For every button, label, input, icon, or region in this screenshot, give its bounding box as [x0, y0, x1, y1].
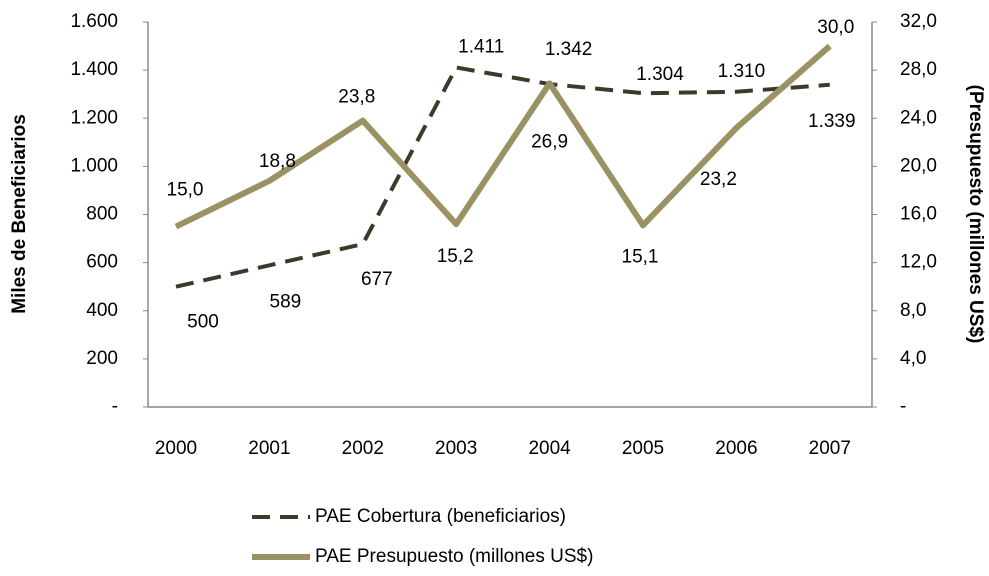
data-label: 1.310 — [718, 61, 766, 82]
y2-tick-label: 24,0 — [900, 107, 937, 128]
y2-tick-label: 4,0 — [900, 348, 926, 369]
y-tick-label: 1.000 — [70, 155, 118, 176]
legend-label: PAE Cobertura (beneficiarios) — [315, 506, 566, 527]
data-label: 15,1 — [622, 246, 659, 267]
x-tick-label: 2004 — [528, 438, 571, 459]
data-label: 15,0 — [167, 180, 204, 201]
data-label: 1.304 — [636, 64, 684, 85]
x-tick-label: 2002 — [342, 438, 384, 459]
y-tick-label: 1.200 — [70, 107, 118, 128]
y-tick-label: 600 — [86, 252, 118, 273]
x-tick-label: 2001 — [248, 438, 290, 459]
y2-tick-label: 28,0 — [900, 59, 937, 80]
data-label: 1.339 — [808, 111, 856, 132]
series-line — [174, 43, 832, 230]
data-label: 18,8 — [259, 151, 296, 172]
data-label: 1.411 — [458, 36, 504, 57]
y2-tick-label: - — [900, 396, 906, 417]
data-label: 15,2 — [437, 246, 474, 267]
series-line — [175, 65, 830, 289]
x-tick-label: 2006 — [715, 438, 757, 459]
y2-tick-label: 12,0 — [900, 252, 937, 273]
x-tick-label: 2000 — [155, 438, 197, 459]
y-tick-label: 1.600 — [70, 11, 118, 32]
data-label: 589 — [270, 291, 302, 312]
y-tick-label: 200 — [86, 348, 118, 369]
y2-tick-label: 32,0 — [900, 11, 937, 32]
data-label: 23,2 — [700, 169, 737, 190]
data-label: 677 — [361, 269, 393, 290]
y-tick-label: 800 — [86, 204, 118, 225]
data-label: 23,8 — [338, 87, 375, 108]
x-tick-label: 2003 — [435, 438, 477, 459]
data-label: 30,0 — [817, 17, 854, 38]
legend-label: PAE Presupuesto (millones US$) — [315, 546, 593, 567]
y2-axis-title: (Presupuesto (millones US$) — [965, 85, 986, 344]
data-label: 1.342 — [545, 39, 593, 60]
y2-tick-label: 8,0 — [900, 300, 926, 321]
x-tick-label: 2007 — [809, 438, 851, 459]
y2-tick-label: 20,0 — [900, 155, 937, 176]
x-tick-label: 2005 — [622, 438, 664, 459]
y2-tick-label: 16,0 — [900, 204, 937, 225]
y-axis-title: Miles de Beneficiarios — [9, 114, 30, 314]
y-tick-label: 1.400 — [70, 59, 118, 80]
data-label: 26,9 — [531, 131, 568, 152]
y-tick-label: 400 — [86, 300, 118, 321]
data-label: 500 — [187, 312, 219, 333]
y-tick-label: - — [112, 396, 118, 417]
